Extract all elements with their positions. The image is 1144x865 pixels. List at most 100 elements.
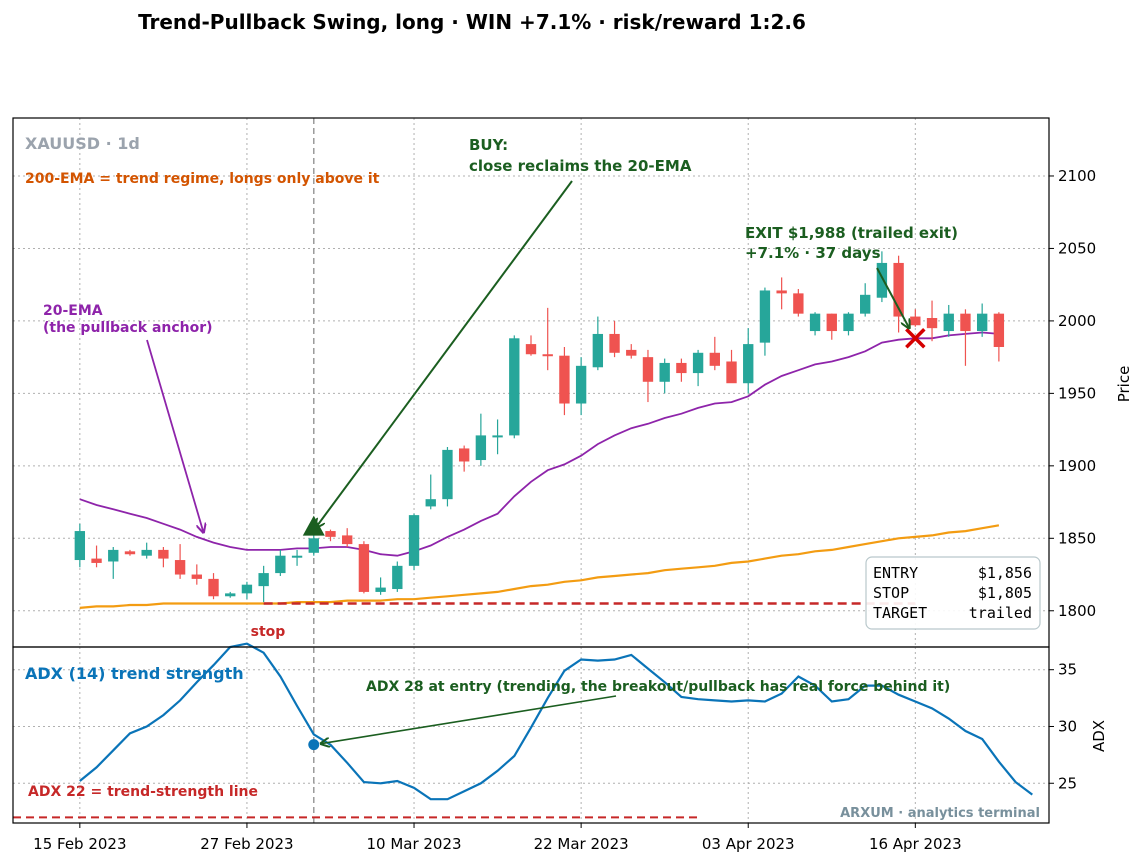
candle (642, 349, 654, 403)
branding-label: ARXUM · analytics terminal (840, 806, 1040, 821)
candle (458, 445, 470, 472)
candle-body (626, 349, 637, 356)
candle-body (492, 435, 503, 438)
candle (659, 358, 670, 394)
adx-y-tick-label: 30 (1058, 717, 1077, 735)
candle-body (392, 565, 403, 590)
candle-body (241, 584, 253, 594)
candle-body (809, 313, 821, 332)
price-content (74, 118, 1005, 647)
candle-body (475, 435, 487, 461)
candle-body (709, 352, 720, 366)
candle-body (225, 593, 236, 597)
price-y-tick-label: 2100 (1058, 167, 1096, 185)
candle (108, 546, 119, 579)
price-y-tick-label: 1850 (1058, 529, 1096, 547)
candle (609, 320, 620, 358)
buy-marker (302, 515, 325, 536)
price-y-tick-label: 2050 (1058, 239, 1096, 257)
candle-body (208, 578, 219, 597)
candle-body (993, 313, 1005, 347)
candle (425, 474, 436, 510)
adx-entry-note: ADX 28 at entry (trending, the breakout/… (366, 679, 950, 695)
candle (208, 573, 219, 600)
price-y-tick-label: 2000 (1058, 312, 1096, 330)
candle (826, 313, 837, 340)
x-axis: 15 Feb 2023 27 Feb 2023 10 Mar 2023 22 Mar … (33, 823, 962, 853)
x-tick-label: 15 Feb 2023 (33, 835, 126, 853)
candle-body (375, 587, 386, 592)
candle-body (258, 573, 269, 587)
target-value: trailed (969, 604, 1032, 622)
candle-body (642, 357, 654, 382)
stop-value: $1,805 (978, 584, 1032, 602)
adx-title: ADX (14) trend strength (25, 664, 244, 683)
candle (342, 528, 353, 547)
price-panel: 1800 1850 1900 1950 2000 2050 2100 Price XAUUS… (12, 117, 1133, 648)
candle-body (692, 352, 704, 374)
candle (559, 346, 570, 416)
candle (91, 545, 102, 568)
candle (124, 549, 136, 556)
candle (275, 549, 286, 576)
candle (525, 335, 537, 356)
ema200-line (79, 524, 1000, 609)
candle (141, 542, 152, 559)
candle-body (960, 313, 971, 332)
candle-body (308, 538, 319, 553)
candle-body (609, 333, 620, 353)
price-y-tick-label: 1800 (1058, 602, 1096, 620)
regime-note: 200-EMA = trend regime, longs only above… (25, 171, 380, 187)
candle (692, 349, 704, 387)
candle-body (943, 313, 954, 332)
candle (960, 309, 971, 366)
chart-title: Trend-Pullback Swing, long · WIN +7.1% ·… (138, 10, 806, 34)
candle (860, 283, 871, 317)
adx-entry-arrow (321, 695, 617, 744)
candle (358, 541, 370, 594)
candle (592, 316, 604, 371)
candle-body (776, 290, 787, 294)
candle (809, 312, 821, 336)
candle-body (91, 558, 102, 563)
candle-body (559, 355, 570, 404)
candle-body (325, 531, 336, 537)
x-tick-label: 10 Mar 2023 (366, 835, 461, 853)
candle (74, 523, 86, 568)
candle-body (876, 262, 888, 298)
candle-body (191, 574, 202, 579)
candle (158, 546, 169, 568)
buy-note-line1: BUY: (469, 136, 508, 154)
price-y-tick-label: 1950 (1058, 384, 1096, 402)
candle (743, 328, 754, 394)
price-y-axis: 1800 1850 1900 1950 2000 2050 2100 (1049, 167, 1096, 620)
symbol-label: XAUUSD · 1d (25, 134, 140, 153)
entry-label: ENTRY (873, 564, 918, 582)
candle-body (860, 294, 871, 314)
exit-arrow (876, 267, 909, 328)
candle (325, 529, 336, 542)
candle (910, 309, 921, 327)
candle (442, 446, 453, 507)
x-tick-label: 27 Feb 2023 (200, 835, 293, 853)
candle (225, 591, 236, 598)
candle-body (726, 361, 737, 384)
candle-body (659, 362, 670, 382)
candle-body (793, 293, 804, 314)
candle (793, 289, 804, 317)
ema20-line (79, 331, 999, 557)
candle (492, 419, 503, 455)
candle (993, 312, 1005, 362)
price-y-tick-label: 1900 (1058, 457, 1096, 475)
x-tick-label: 22 Mar 2023 (534, 835, 629, 853)
candle-body (542, 354, 553, 357)
adx-entry-dot (308, 739, 320, 751)
x-tick-label: 03 Apr 2023 (702, 835, 795, 853)
candle-body (525, 344, 537, 355)
ema20-note-line1: 20-EMA (43, 303, 103, 319)
adx-y-tick-label: 25 (1058, 774, 1077, 792)
candle (893, 255, 904, 333)
candle-body (358, 544, 370, 592)
stop-label: stop (251, 624, 286, 640)
